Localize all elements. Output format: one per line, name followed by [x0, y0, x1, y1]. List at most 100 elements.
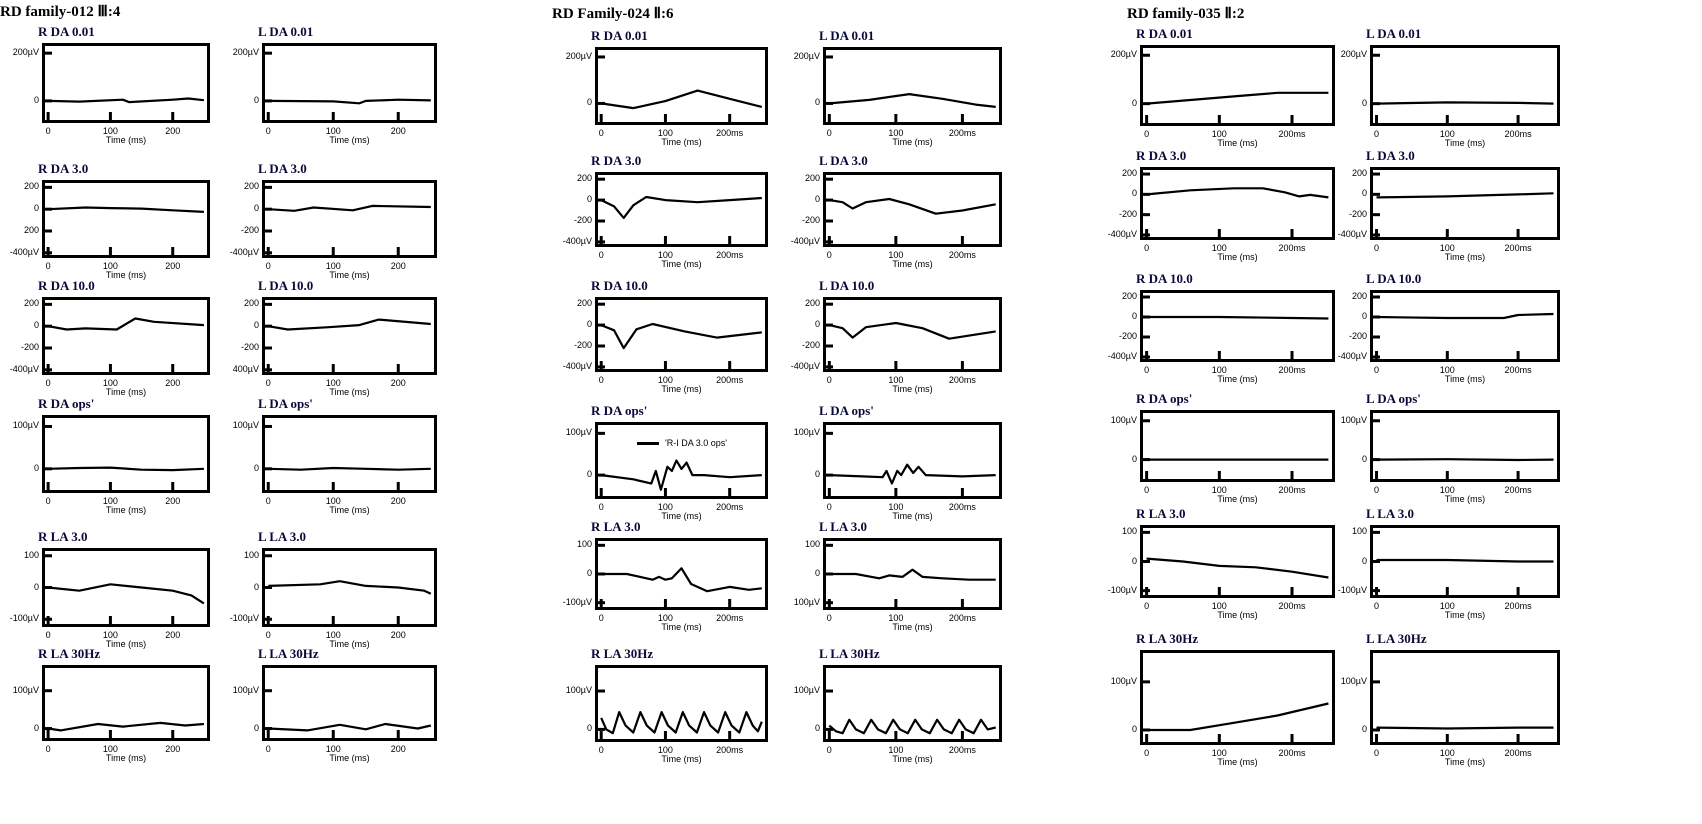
y-tick-label: 0: [253, 462, 259, 473]
erg-trace: [48, 206, 204, 213]
x-tick-label: 100: [1211, 485, 1227, 495]
plot-area: [598, 302, 762, 369]
y-tick-label: 200µV: [1340, 49, 1367, 60]
x-tick-label: 200ms: [948, 375, 976, 385]
x-tick-label: 200: [165, 261, 181, 271]
erg-panel: L LA 30Hz 100µV 0 0 100 200 Time (ms): [233, 646, 437, 763]
y-tick-label: 100µV: [565, 685, 592, 696]
erg-panel: L LA 3.0 100 0 -100µV 0 100 200ms Time (ms): [1338, 506, 1560, 620]
y-tick-label: 100µV: [793, 596, 820, 607]
panel-title: L LA 30Hz: [1366, 631, 1427, 646]
x-tick-label: 0: [1144, 485, 1150, 495]
y-tick-label: -200: [1118, 331, 1137, 341]
y-tick-label: 100: [1121, 526, 1137, 537]
x-tick-label: 100: [1439, 485, 1455, 495]
x-tick-label: 100: [657, 250, 673, 260]
x-tick-label: 0: [826, 128, 832, 138]
erg-panel: R DA 10.0 200 0 -200 -400µV 0 100 200ms Time (ms…: [563, 278, 768, 394]
y-tick-label: 0: [1361, 188, 1367, 199]
x-tick-label: 100: [1439, 243, 1455, 253]
y-tick-label: 100: [23, 549, 39, 560]
x-axis-label: Time (ms): [1217, 252, 1258, 262]
y-tick-label: -200: [1348, 331, 1367, 341]
y-tick-label: 200: [1351, 168, 1367, 179]
x-tick-label: 0: [1144, 243, 1150, 253]
y-tick-label: 0: [33, 203, 39, 214]
erg-panel: R DA ops' 100µV 0 0 100 200 Time (ms): [13, 396, 210, 515]
panel-title: L DA ops': [1366, 391, 1421, 406]
x-axis-label: Time (ms): [1217, 374, 1258, 384]
y-tick-label: -100µV: [9, 613, 39, 624]
x-tick-label: 0: [1374, 601, 1380, 611]
y-tick-label: 200: [804, 298, 820, 309]
erg-trace: [268, 318, 431, 331]
erg-trace: [1376, 101, 1554, 105]
plot-box: [1140, 167, 1335, 240]
x-tick-label: 100: [888, 745, 904, 755]
x-axis-label: Time (ms): [105, 135, 147, 145]
y-tick-label: -400µV: [1337, 351, 1367, 361]
y-tick-label: 100µV: [12, 420, 39, 431]
y-tick-label: 200µV: [793, 50, 820, 61]
y-tick-label: 0: [1131, 453, 1137, 464]
x-tick-label: 100: [1211, 129, 1227, 139]
y-tick-label: 0: [1131, 188, 1137, 199]
erg-panel: L DA 3.0 200 0 -200 -400µV 0 100 200ms Time (ms): [791, 153, 1002, 269]
plot-box: [262, 665, 437, 741]
x-tick-label: 100: [102, 630, 118, 640]
plot-area: [1373, 530, 1554, 595]
x-tick-label: 200: [390, 744, 406, 754]
plot-box: [595, 538, 768, 610]
erg-trace: [828, 718, 996, 735]
y-tick-label: 0: [586, 319, 592, 330]
x-tick-label: 100: [325, 378, 341, 388]
panel-title: L DA 0.01: [258, 24, 314, 39]
x-tick-label: 200: [390, 630, 406, 640]
plot-area: [45, 689, 204, 738]
y-tick-label: 0: [33, 320, 39, 331]
erg-trace: [48, 466, 204, 472]
y-tick-label: 0: [33, 462, 39, 473]
y-tick-label: 0: [33, 722, 39, 733]
y-tick-label: 200: [804, 173, 820, 184]
x-tick-label: 200ms: [948, 502, 976, 512]
x-tick-label: 100: [1439, 365, 1455, 375]
y-tick-label: 200: [1121, 168, 1137, 179]
x-tick-label: 200ms: [1278, 601, 1306, 611]
plot-box: [262, 43, 437, 123]
plot-box: [595, 47, 768, 125]
erg-panel: R LA 30Hz 100µV 0 0 100 200ms Time (ms): [566, 646, 768, 764]
plot-box: [823, 538, 1002, 610]
y-tick-label: -200: [801, 215, 820, 225]
x-tick-label: 100: [102, 496, 118, 506]
x-tick-label: 0: [45, 630, 51, 640]
plot-area: [826, 55, 996, 122]
x-tick-label: 0: [826, 375, 832, 385]
x-tick-label: 100: [325, 496, 341, 506]
erg-panel: R DA 3.0 200 0 200 -400µV 0 100 200 Time (ms): [10, 161, 210, 280]
x-axis-label: Time (ms): [1444, 374, 1486, 384]
erg-trace: [829, 321, 996, 340]
y-tick-label: 200µV: [232, 47, 259, 58]
plot-box: [595, 665, 768, 742]
plot-box: [262, 415, 437, 493]
plot-box: [595, 422, 768, 499]
erg-panel: L DA 0.01 200µV 0 0 100 200ms Time (ms): [794, 28, 1002, 147]
panel-title: L LA 3.0: [819, 519, 868, 534]
x-tick-label: 200: [165, 496, 181, 506]
y-tick-label: -200: [573, 215, 592, 225]
x-tick-label: 200ms: [948, 745, 976, 755]
x-tick-label: 200: [165, 126, 181, 136]
y-tick-label: 100µV: [793, 685, 820, 696]
erg-panel: R LA 30Hz 100µV 0 0 100 200ms Time (ms): [1111, 631, 1335, 767]
x-tick-label: 0: [1374, 748, 1380, 758]
erg-trace: [268, 204, 431, 212]
y-tick-label: 100µV: [232, 420, 259, 431]
plot-area: [598, 689, 763, 739]
y-tick-label: -200: [1118, 208, 1137, 219]
erg-trace: [601, 459, 762, 491]
panel-title: R LA 30Hz: [1136, 631, 1199, 646]
y-tick-label: -400µV: [9, 246, 39, 257]
y-tick-label: 200: [1121, 291, 1137, 301]
y-tick-label: 100: [1351, 526, 1367, 537]
